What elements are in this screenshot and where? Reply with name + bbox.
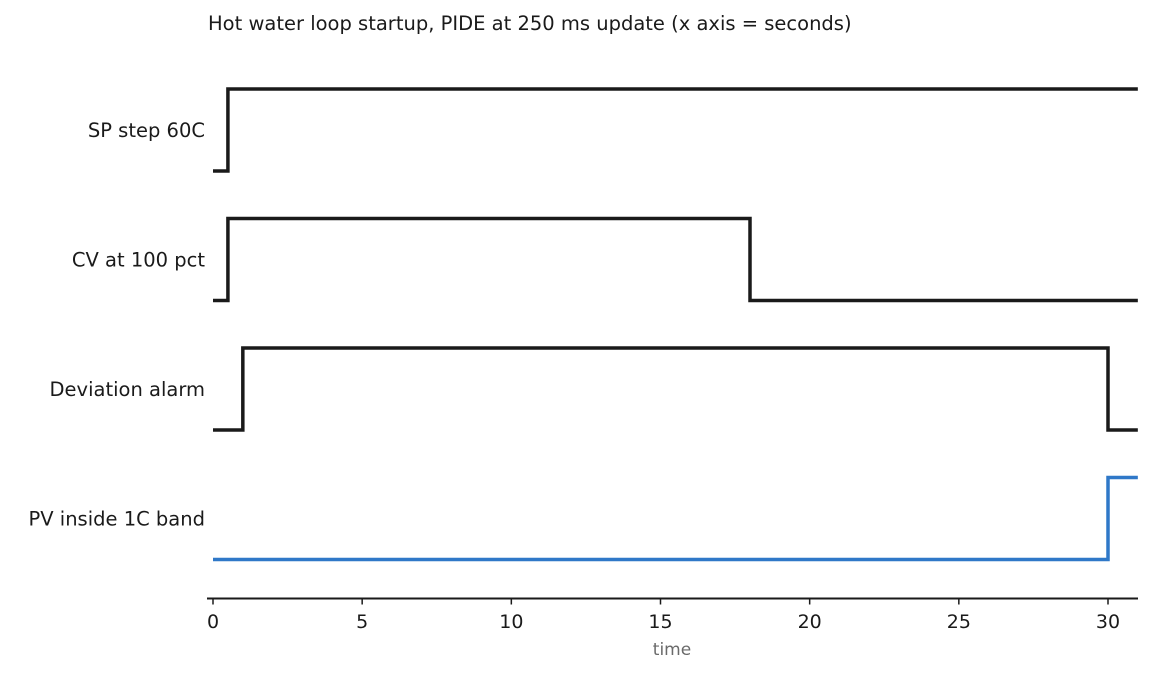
x-tick-label: 5 [356, 611, 368, 633]
x-ticks: 0 5 10 15 20 25 30 [207, 598, 1120, 633]
x-axis-title: time [653, 640, 691, 660]
signal-lane: CV at 100 pct [72, 216, 1138, 303]
signal-lane: SP step 60C [88, 87, 1138, 173]
signal-lane: PV inside 1C band [28, 475, 1138, 562]
signal-trace [213, 475, 1138, 562]
x-tick-label: 0 [207, 611, 219, 633]
signal-label: Deviation alarm [50, 378, 205, 401]
x-tick-label: 20 [798, 611, 822, 633]
signal-trace [213, 87, 1138, 173]
signal-lane: Deviation alarm [50, 346, 1138, 432]
x-tick-label: 10 [499, 611, 523, 633]
signal-label: SP step 60C [88, 119, 205, 142]
signal-trace [213, 216, 1138, 303]
x-tick-label: 25 [947, 611, 971, 633]
x-tick-label: 30 [1096, 611, 1120, 633]
chart-title: Hot water loop startup, PIDE at 250 ms u… [208, 12, 852, 35]
x-tick-label: 15 [648, 611, 672, 633]
signal-label: CV at 100 pct [72, 249, 205, 272]
signal-trace [213, 346, 1138, 432]
x-axis: 0 5 10 15 20 25 30 time [207, 597, 1138, 660]
signal-lanes: SP step 60C CV at 100 pct Deviation alarm P… [28, 87, 1138, 562]
signal-label: PV inside 1C band [28, 508, 205, 531]
